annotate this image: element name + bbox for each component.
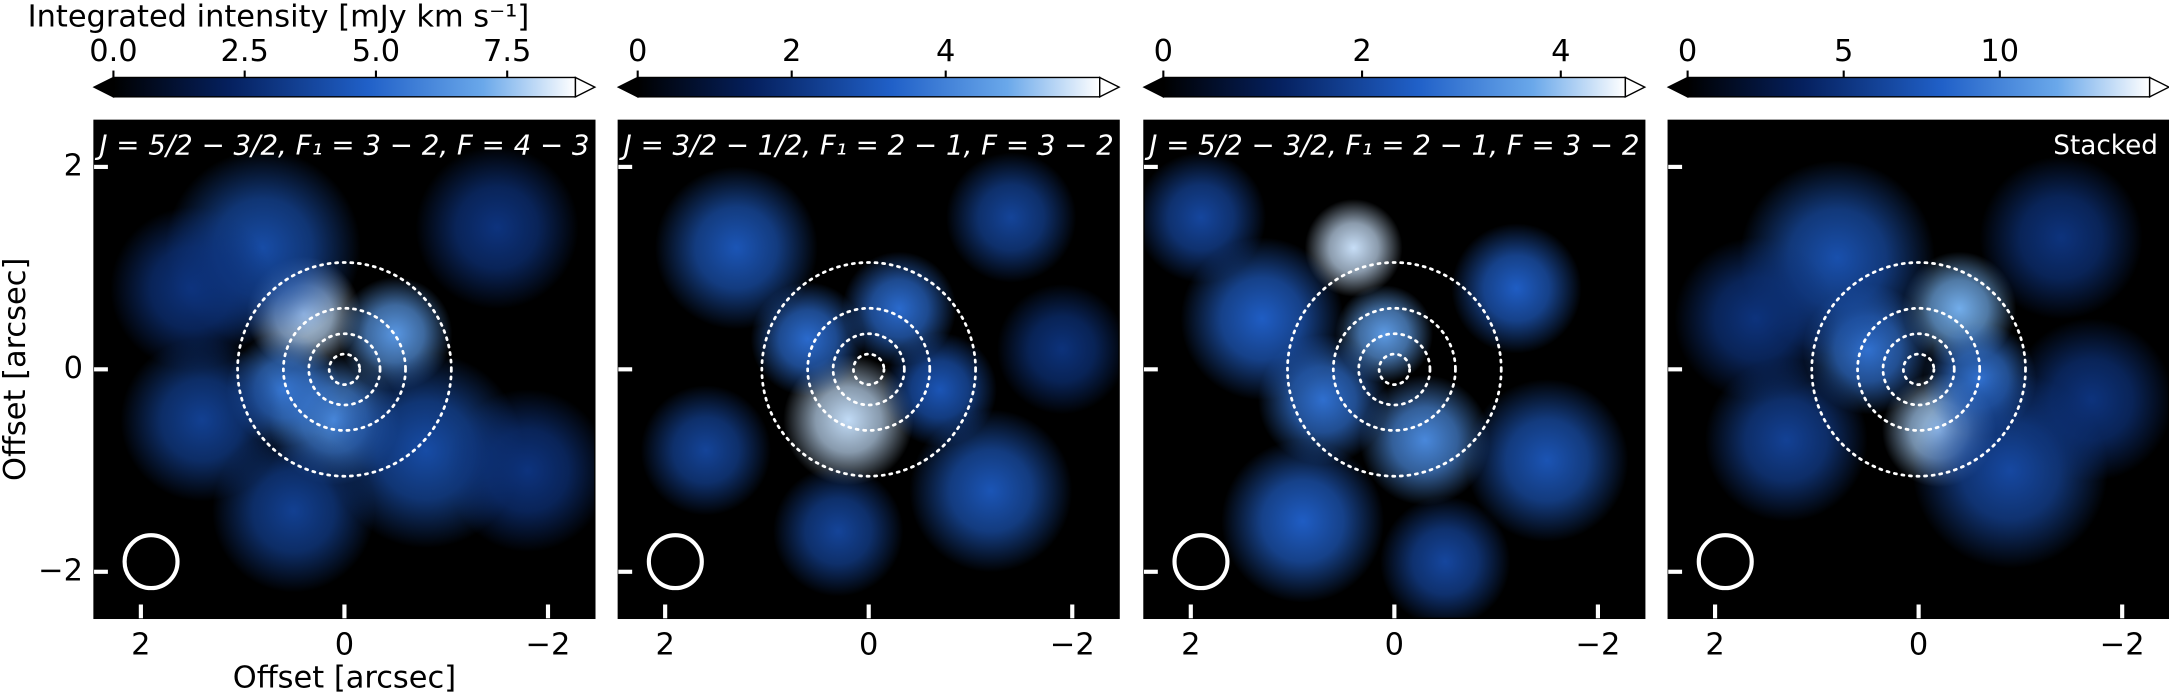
- colorbar-extend-high: [574, 76, 597, 98]
- emission-blob: [946, 152, 1077, 283]
- colorbar-extend-low: [92, 76, 115, 98]
- emission-blob: [110, 206, 274, 370]
- ring: [831, 332, 906, 407]
- panel-title: J = 3/2 − 1/2, F₁ = 2 − 1, F = 3 − 2: [619, 129, 1114, 162]
- x-tick-label: −2: [1050, 627, 1095, 662]
- emission-blob: [1143, 152, 1267, 283]
- ring: [806, 306, 932, 432]
- colorbar-extend-high: [1099, 76, 1121, 98]
- colorbar-extend-high: [1624, 76, 1647, 98]
- ring: [1901, 352, 1936, 386]
- ring: [1286, 261, 1503, 478]
- emission-blob: [996, 283, 1120, 415]
- ring: [1331, 306, 1457, 432]
- emission-blob: [773, 466, 904, 597]
- beam: [1172, 533, 1230, 591]
- emission-blob: [654, 166, 818, 330]
- colorbar-tick-label: 2.5: [220, 34, 268, 69]
- x-tick-label: −2: [1575, 627, 1620, 662]
- beam: [122, 533, 180, 591]
- emission-blob: [909, 409, 1073, 573]
- y-tick-label: 0: [64, 351, 83, 386]
- ring: [1810, 261, 2027, 478]
- x-tick-label: 2: [655, 627, 674, 662]
- x-tick-label: 0: [335, 627, 354, 662]
- y-axis-label: Offset [arcsec]: [0, 258, 33, 481]
- colorbar-extend-low: [1142, 76, 1165, 98]
- x-tick-label: 2: [131, 627, 150, 662]
- colorbar: [1686, 76, 2151, 98]
- colorbar: [637, 76, 1101, 98]
- ring: [281, 306, 407, 432]
- colorbar-tick-label: 0.0: [89, 34, 137, 69]
- colorbar-extend-low: [1666, 76, 1689, 98]
- emission-blob: [415, 146, 579, 310]
- ring: [760, 261, 977, 478]
- emission-blob: [1674, 237, 1838, 401]
- emission-blob: [2010, 318, 2169, 482]
- ring: [1377, 352, 1412, 386]
- colorbar-tick-label: 0: [1154, 34, 1173, 69]
- colorbar-tick-label: 4: [936, 34, 955, 69]
- emission-blob: [1221, 439, 1385, 603]
- colorbar-tick-label: 5.0: [352, 34, 400, 69]
- colorbar-tick-label: 10: [1980, 34, 2019, 69]
- ring: [236, 261, 453, 478]
- colorbar-tick-label: 2: [782, 34, 801, 69]
- colorbar-extend-low: [616, 76, 639, 98]
- x-tick-label: 0: [1909, 627, 1928, 662]
- emission-blob: [1979, 156, 2143, 320]
- emission-blob: [1451, 223, 1582, 354]
- colorbar-tick-label: 5: [1834, 34, 1853, 69]
- ring: [852, 352, 886, 386]
- colorbar-tick-label: 0: [628, 34, 647, 69]
- emission-map: [640, 152, 1120, 597]
- colorbar-tick-label: 7.5: [483, 34, 531, 69]
- beam: [646, 533, 704, 591]
- colorbar-tick-label: 2: [1352, 34, 1371, 69]
- x-tick-label: −2: [2100, 627, 2145, 662]
- y-tick-label: 2: [64, 148, 83, 183]
- beam: [1696, 533, 1754, 591]
- emission-map: [110, 146, 595, 593]
- emission-blob: [1380, 496, 1511, 619]
- x-tick-label: 2: [1705, 627, 1724, 662]
- emission-blob: [212, 429, 375, 593]
- x-tick-label: 0: [859, 627, 878, 662]
- ring: [1357, 332, 1432, 407]
- colorbar: [1162, 76, 1627, 98]
- ring: [1881, 332, 1956, 407]
- emission-blob: [1465, 379, 1629, 542]
- colorbar-tick-label: 0: [1678, 34, 1697, 69]
- x-tick-label: 2: [1181, 627, 1200, 662]
- colorbar: [112, 76, 577, 98]
- ring: [307, 332, 382, 407]
- x-tick-label: 0: [1385, 627, 1404, 662]
- y-tick-label: −2: [38, 553, 83, 588]
- emission-blob: [1359, 375, 1491, 506]
- emission-map: [1143, 152, 1629, 619]
- colorbar-label: Integrated intensity [mJy km s⁻¹]: [28, 0, 530, 34]
- panel-title: Stacked: [2053, 131, 2158, 161]
- panel-title: J = 5/2 − 3/2, F₁ = 3 − 2, F = 4 − 3: [94, 129, 589, 162]
- emission-blob: [1304, 199, 1403, 297]
- panel-title: J = 5/2 − 3/2, F₁ = 2 − 1, F = 3 − 2: [1144, 129, 1639, 162]
- emission-map: [1674, 156, 2169, 569]
- ring: [327, 352, 362, 386]
- emission-blob: [446, 389, 595, 552]
- x-tick-label: −2: [526, 627, 571, 662]
- colorbar-tick-label: 4: [1551, 34, 1570, 69]
- colorbar-extend-high: [2148, 76, 2169, 98]
- emission-blob: [640, 385, 771, 516]
- x-axis-label: Offset [arcsec]: [233, 661, 456, 696]
- ring: [1856, 306, 1982, 432]
